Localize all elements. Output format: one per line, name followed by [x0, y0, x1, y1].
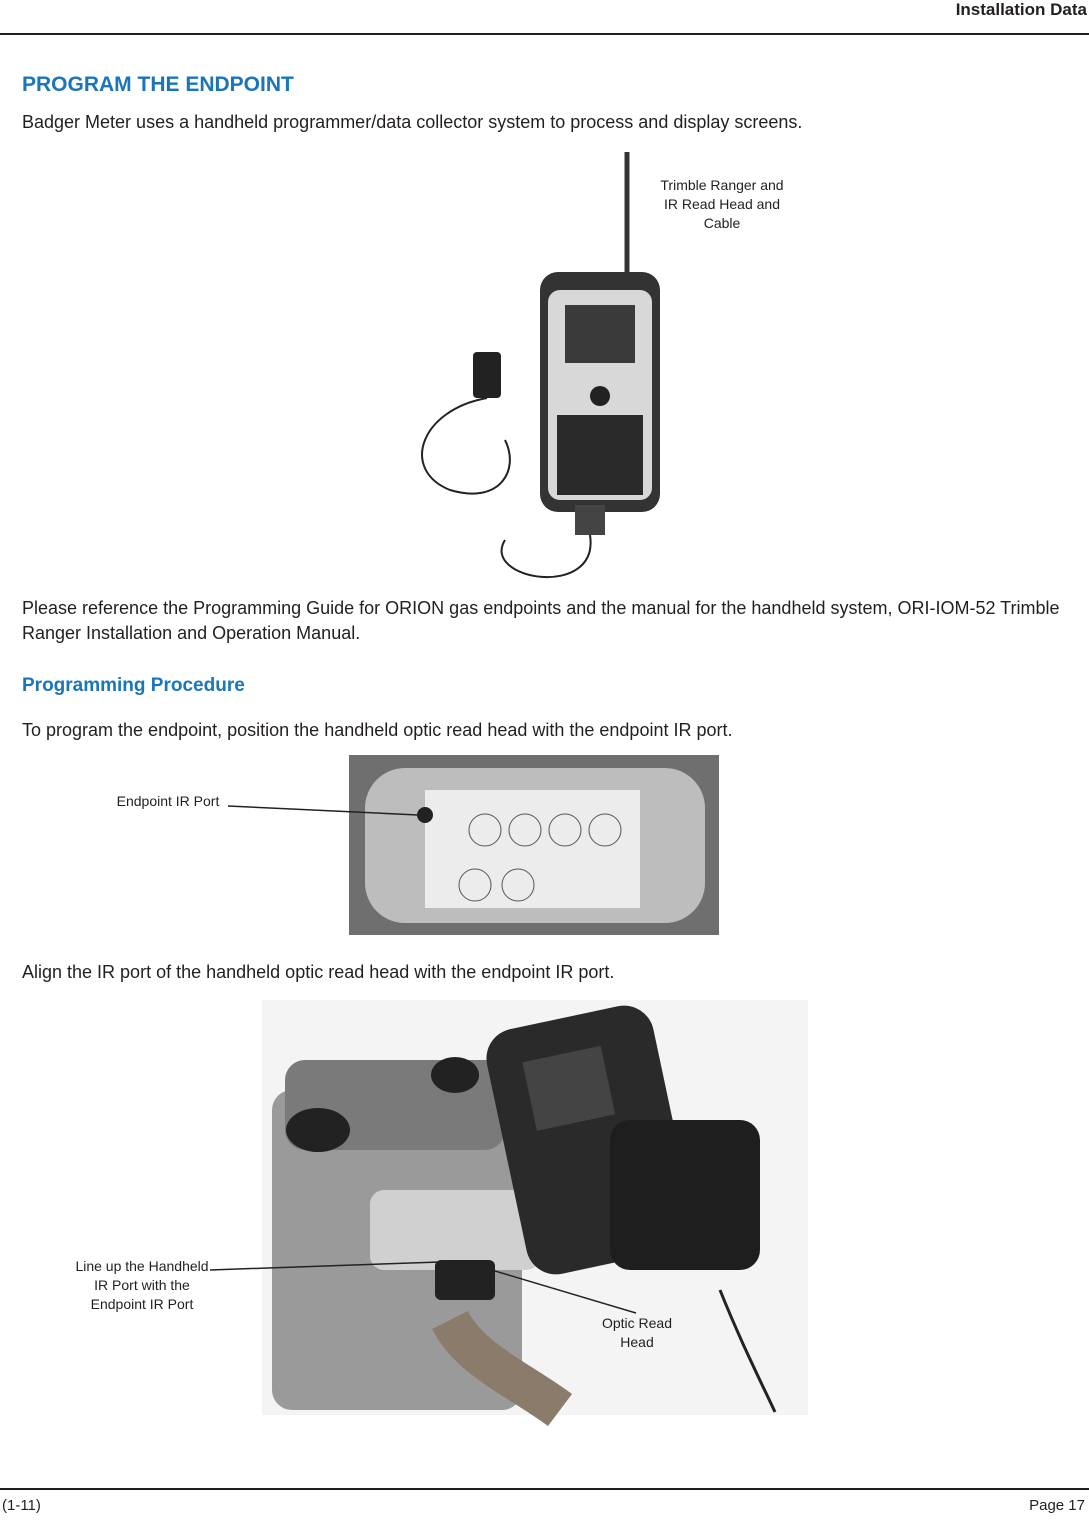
callout: Endpoint IR Port — [116, 793, 220, 809]
figure-meter — [209, 1000, 808, 1427]
footer-rule — [0, 1488, 1089, 1490]
callout: Trimble Ranger and IR Read Head and Cabl… — [660, 177, 784, 231]
intro-text: Badger Meter uses a handheld programmer/… — [22, 112, 803, 132]
figure-handheld — [421, 152, 660, 578]
section-heading: PROGRAM THE ENDPOINT — [22, 73, 294, 96]
step-text: Align the IR port of the handheld optic … — [22, 962, 615, 982]
header-rule — [0, 33, 1089, 35]
footer-left: (1-11) — [2, 1497, 41, 1514]
step-text: To program the endpoint, position the ha… — [22, 720, 733, 740]
reference-text: Please reference the Programming Guide f… — [22, 598, 1060, 643]
footer-right: Page 17 — [1029, 1497, 1085, 1514]
figure-endpoint — [227, 755, 719, 935]
subheading: Programming Procedure — [22, 675, 245, 696]
callout: Line up the Handheld IR Port with the En… — [75, 1258, 209, 1312]
header-title: Installation Data — [955, 0, 1087, 19]
callout: Optic Read Head — [601, 1315, 673, 1350]
